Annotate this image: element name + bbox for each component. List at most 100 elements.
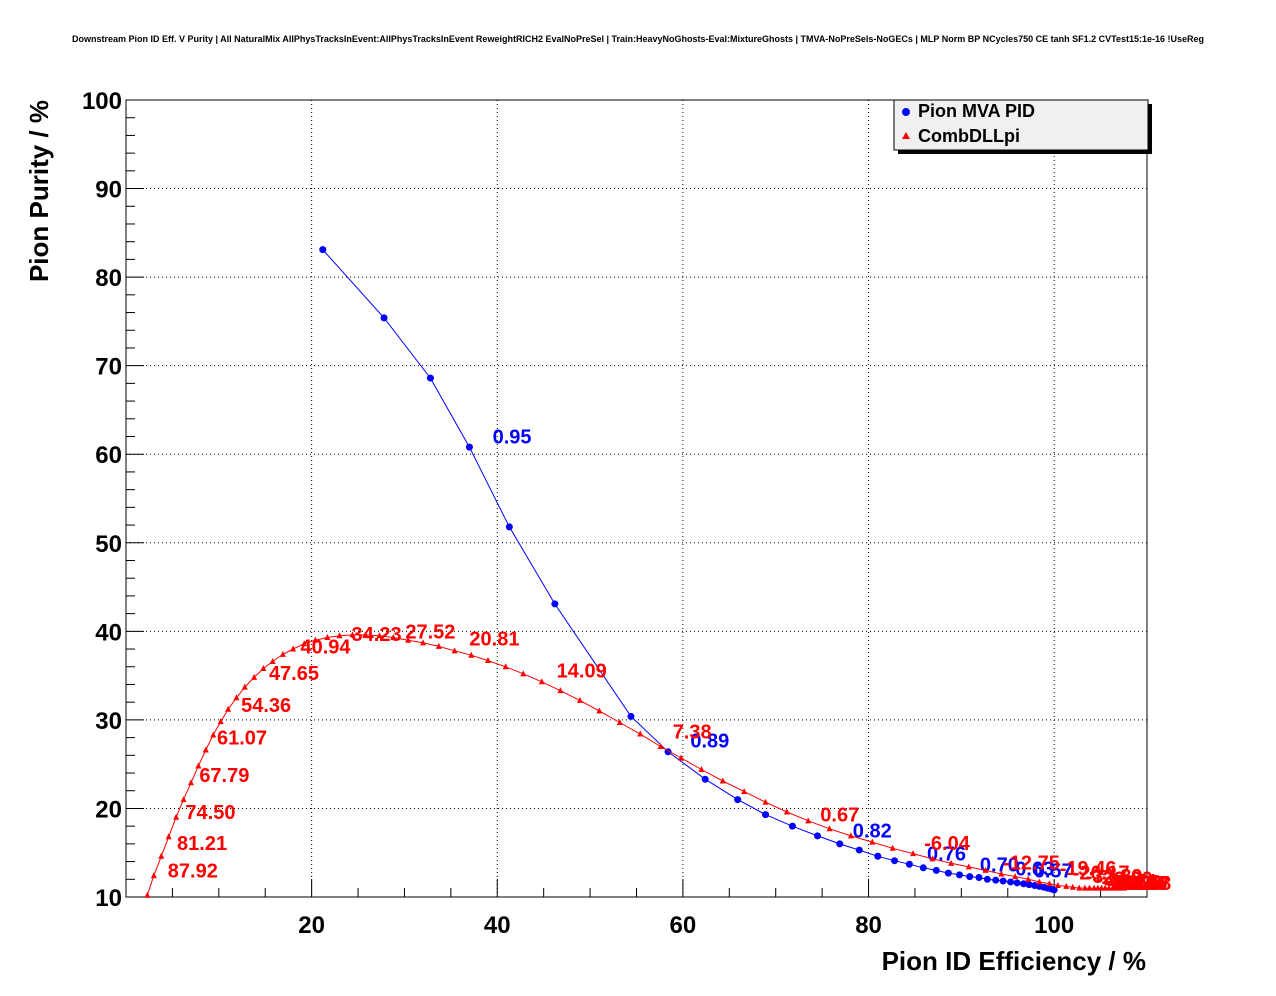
data-point: [956, 871, 964, 879]
y-tick-label: 100: [82, 88, 122, 115]
y-tick-label: 50: [95, 531, 122, 558]
data-point: [435, 642, 442, 649]
y-tick-label: 90: [95, 177, 122, 204]
data-point: [869, 838, 876, 845]
data-label: 0.67: [820, 805, 859, 827]
data-point: [217, 718, 224, 725]
data-label: 40.94: [300, 636, 351, 658]
y-tick-label: 40: [95, 619, 122, 646]
data-point: [965, 863, 972, 870]
data-point: [788, 822, 796, 830]
data-point: [741, 788, 748, 795]
data-point: [1012, 873, 1019, 880]
data-label: 74.50: [185, 802, 235, 824]
data-point: [290, 645, 297, 652]
data-label: -26.17: [1073, 862, 1130, 884]
data-point: [783, 808, 790, 815]
x-tick-label: 40: [484, 912, 511, 939]
data-point: [1050, 886, 1058, 894]
x-tick-label: 60: [670, 912, 697, 939]
data-point: [1025, 881, 1033, 889]
data-point: [762, 811, 770, 819]
data-point: [855, 846, 863, 854]
data-point: [505, 523, 513, 531]
data-point: [637, 730, 644, 737]
data-point: [1076, 884, 1083, 891]
data-point: [538, 678, 545, 685]
data-point: [992, 876, 1000, 884]
data-point: [376, 632, 383, 639]
y-tick-label: 10: [95, 885, 122, 912]
data-point: [1046, 880, 1053, 887]
data-point: [966, 873, 974, 881]
data-label: 0.63: [1015, 859, 1054, 881]
data-point: [251, 673, 258, 680]
data-point: [202, 746, 209, 753]
data-point: [225, 705, 232, 712]
data-label: 27.52: [405, 621, 455, 643]
data-point: [144, 891, 151, 898]
data-point: [390, 634, 397, 641]
data-label: 0.82: [853, 821, 892, 843]
y-tick-label: 70: [95, 354, 122, 381]
data-point: [826, 825, 833, 832]
data-point: [1036, 878, 1043, 885]
data-point: [948, 859, 955, 866]
data-point: [929, 855, 936, 862]
data-point: [891, 857, 899, 865]
legend-label-combdllpi: CombDLLpi: [918, 126, 1020, 146]
data-point: [158, 852, 165, 859]
data-label: -46.31: [1102, 871, 1159, 893]
data-point: [698, 765, 705, 772]
data-point: [426, 374, 434, 382]
data-point: [465, 443, 473, 451]
data-label: 0.95: [493, 427, 532, 449]
x-tick-label: 20: [298, 912, 325, 939]
data-point: [1007, 878, 1015, 886]
y-tick-label: 20: [95, 796, 122, 823]
data-point: [241, 683, 248, 690]
data-point: [905, 860, 913, 868]
data-point: [836, 840, 844, 848]
data-point: [187, 779, 194, 786]
data-point: [719, 777, 726, 784]
data-point: [596, 707, 603, 714]
data-label: -19.46: [1060, 858, 1117, 880]
data-label: -6.04: [924, 833, 970, 855]
data-point: [944, 869, 952, 877]
legend-marker-pion-mva: [902, 108, 910, 116]
data-point: [983, 875, 991, 883]
y-tick-label: 60: [95, 442, 122, 469]
data-label: 0.89: [690, 730, 729, 752]
x-axis-title: Pion ID Efficiency / %: [882, 946, 1146, 976]
data-label: -12.75: [1003, 853, 1060, 875]
data-label: 34.23: [352, 624, 402, 646]
legend-marker-combdllpi: [902, 132, 910, 139]
data-label: 20.81: [469, 629, 519, 651]
data-point: [678, 754, 685, 761]
data-point: [889, 844, 896, 851]
data-point: [1020, 880, 1028, 888]
data-point: [813, 832, 821, 840]
data-point: [982, 866, 989, 873]
data-point: [1120, 884, 1127, 891]
data-point: [1025, 875, 1032, 882]
data-label: 67.79: [199, 765, 249, 787]
data-point: [279, 650, 286, 657]
y-axis-title: Pion Purity / %: [24, 100, 54, 282]
data-label: -79.87: [1113, 873, 1170, 895]
series-area: 0.950.890.820.76 0.700.630.5787.9281.2174…: [144, 246, 1171, 898]
legend-label-pion-mva: Pion MVA PID: [918, 101, 1035, 121]
data-label: 7.38: [673, 721, 712, 743]
legend: Pion MVA PID CombDLLpi: [893, 99, 1152, 154]
data-point: [319, 246, 327, 254]
data-point: [405, 636, 412, 643]
data-label: 81.21: [177, 833, 227, 855]
data-label: -32.89: [1086, 866, 1143, 888]
data-point: [165, 833, 172, 840]
data-point: [301, 640, 308, 647]
data-point: [312, 636, 319, 643]
data-point: [336, 632, 343, 639]
data-point: [520, 670, 527, 677]
data-label: -59.73: [1107, 873, 1164, 895]
